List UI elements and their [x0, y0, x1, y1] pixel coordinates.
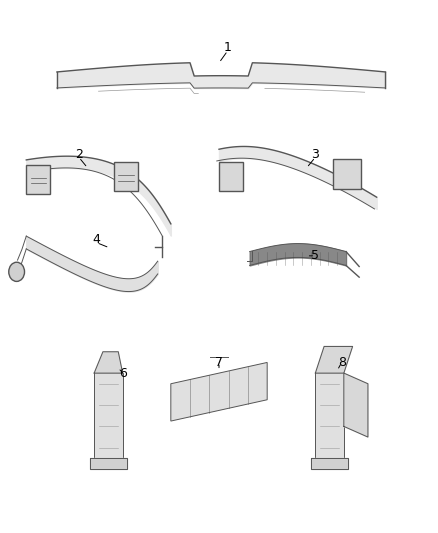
Text: 5: 5 — [311, 249, 319, 262]
Polygon shape — [171, 362, 267, 421]
Bar — [219, 162, 243, 191]
Text: 6: 6 — [119, 367, 127, 379]
Bar — [94, 373, 123, 458]
Polygon shape — [311, 458, 348, 469]
Polygon shape — [94, 352, 123, 373]
Bar — [26, 165, 50, 194]
Text: 8: 8 — [338, 356, 346, 369]
Circle shape — [9, 262, 25, 281]
Text: 7: 7 — [215, 356, 223, 369]
Text: 2: 2 — [75, 148, 83, 161]
Polygon shape — [315, 346, 353, 373]
Bar — [114, 162, 138, 191]
Bar — [333, 159, 361, 189]
Bar — [315, 373, 344, 458]
Text: 3: 3 — [311, 148, 319, 161]
Polygon shape — [90, 458, 127, 469]
Text: 1: 1 — [224, 42, 232, 54]
Polygon shape — [344, 373, 368, 437]
Text: 4: 4 — [92, 233, 100, 246]
